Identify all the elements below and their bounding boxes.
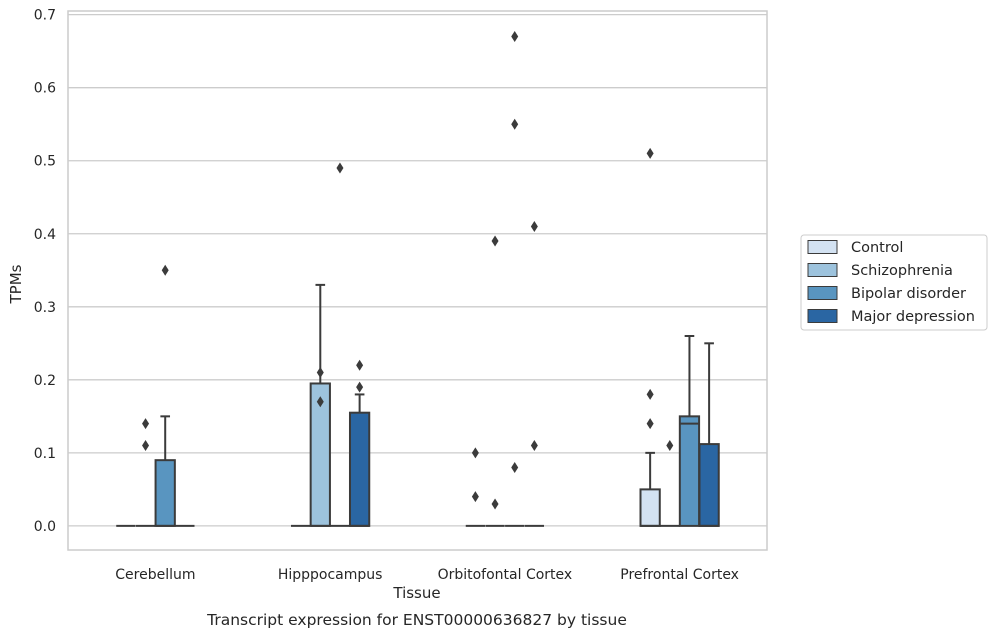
box [678,415,701,527]
box-2-0 [465,447,486,527]
box-3-1 [660,440,680,527]
legend-label: Bipolar disorder [851,286,966,302]
legend-label: Schizophrenia [851,263,953,279]
outlier-point [530,440,538,452]
y-tick-label: 0.0 [34,519,56,535]
outlier-point [356,381,364,393]
x-tick-label: Orbitofontal Cortex [438,567,573,583]
y-tick-label: 0.3 [34,300,56,316]
legend-swatch [807,286,838,300]
box [698,443,720,527]
legend-item: Bipolar disorder [807,286,966,302]
box [639,488,661,527]
plot-frame [67,10,768,551]
box-2-1 [485,235,505,527]
legend-swatch [807,263,838,277]
y-tick-label: 0.4 [34,227,56,243]
outlier-point [530,220,538,232]
y-tick-labels: 0.0 0.1 0.2 0.3 0.4 0.5 0.6 0.7 [34,8,56,535]
legend-swatch [807,240,838,254]
legend: Control Schizophrenia Bipolar disorder Majo… [800,234,988,331]
outlier-point [142,440,150,452]
box-1-3 [348,359,371,527]
y-tick-label: 0.5 [34,154,56,170]
legend-frame [800,234,988,331]
box-0-1 [135,418,156,527]
outlier-point [646,388,654,400]
box-3-2 [678,335,701,527]
y-tick-label: 0.2 [34,373,56,389]
box-1-2 [330,162,350,527]
legend-item: Major depression [807,309,975,325]
grid-lines [68,14,767,527]
outlier-point [471,491,479,503]
outlier-point [491,235,499,247]
outlier-point [356,359,364,371]
outlier-point [511,461,519,473]
outlier-point [511,118,519,130]
outlier-point [471,447,479,459]
legend-swatch [807,309,838,323]
box [348,411,371,527]
y-tick-label: 0.7 [34,8,56,24]
box-1-1 [309,283,331,527]
x-tick-labels: Cerebellum Hipppocampus Orbitofontal Corte… [115,567,739,583]
box-0-2 [154,264,176,527]
x-tick-label: Hipppocampus [278,567,383,583]
x-axis-label: Tissue [392,584,440,602]
legend-item: Schizophrenia [807,263,953,279]
outlier-point [316,396,324,408]
legend-label: Major depression [851,309,975,325]
y-axis-label: TPMs [7,264,25,304]
box-plot-marks [116,31,720,527]
outlier-point [646,147,654,159]
outlier-point [491,498,499,510]
legend-label: Control [851,240,903,256]
box [154,459,176,527]
box-3-3 [698,342,720,527]
y-tick-label: 0.1 [34,446,56,462]
legend-item: Control [807,240,903,256]
x-tick-label: Cerebellum [115,567,195,583]
x-tick-label: Prefrontal Cortex [620,567,739,583]
y-tick-label: 0.6 [34,81,56,97]
outlier-point [511,31,519,43]
box-3-0 [639,147,661,527]
box-2-3 [524,220,544,527]
outlier-point [142,418,150,430]
outlier-point [336,162,344,174]
box-2-2 [505,31,525,527]
outlier-point [316,367,324,379]
outlier-point [646,418,654,430]
outlier-point [666,440,674,452]
outlier-point [161,264,169,276]
chart-title: Transcript expression for ENST0000063682… [206,611,627,629]
